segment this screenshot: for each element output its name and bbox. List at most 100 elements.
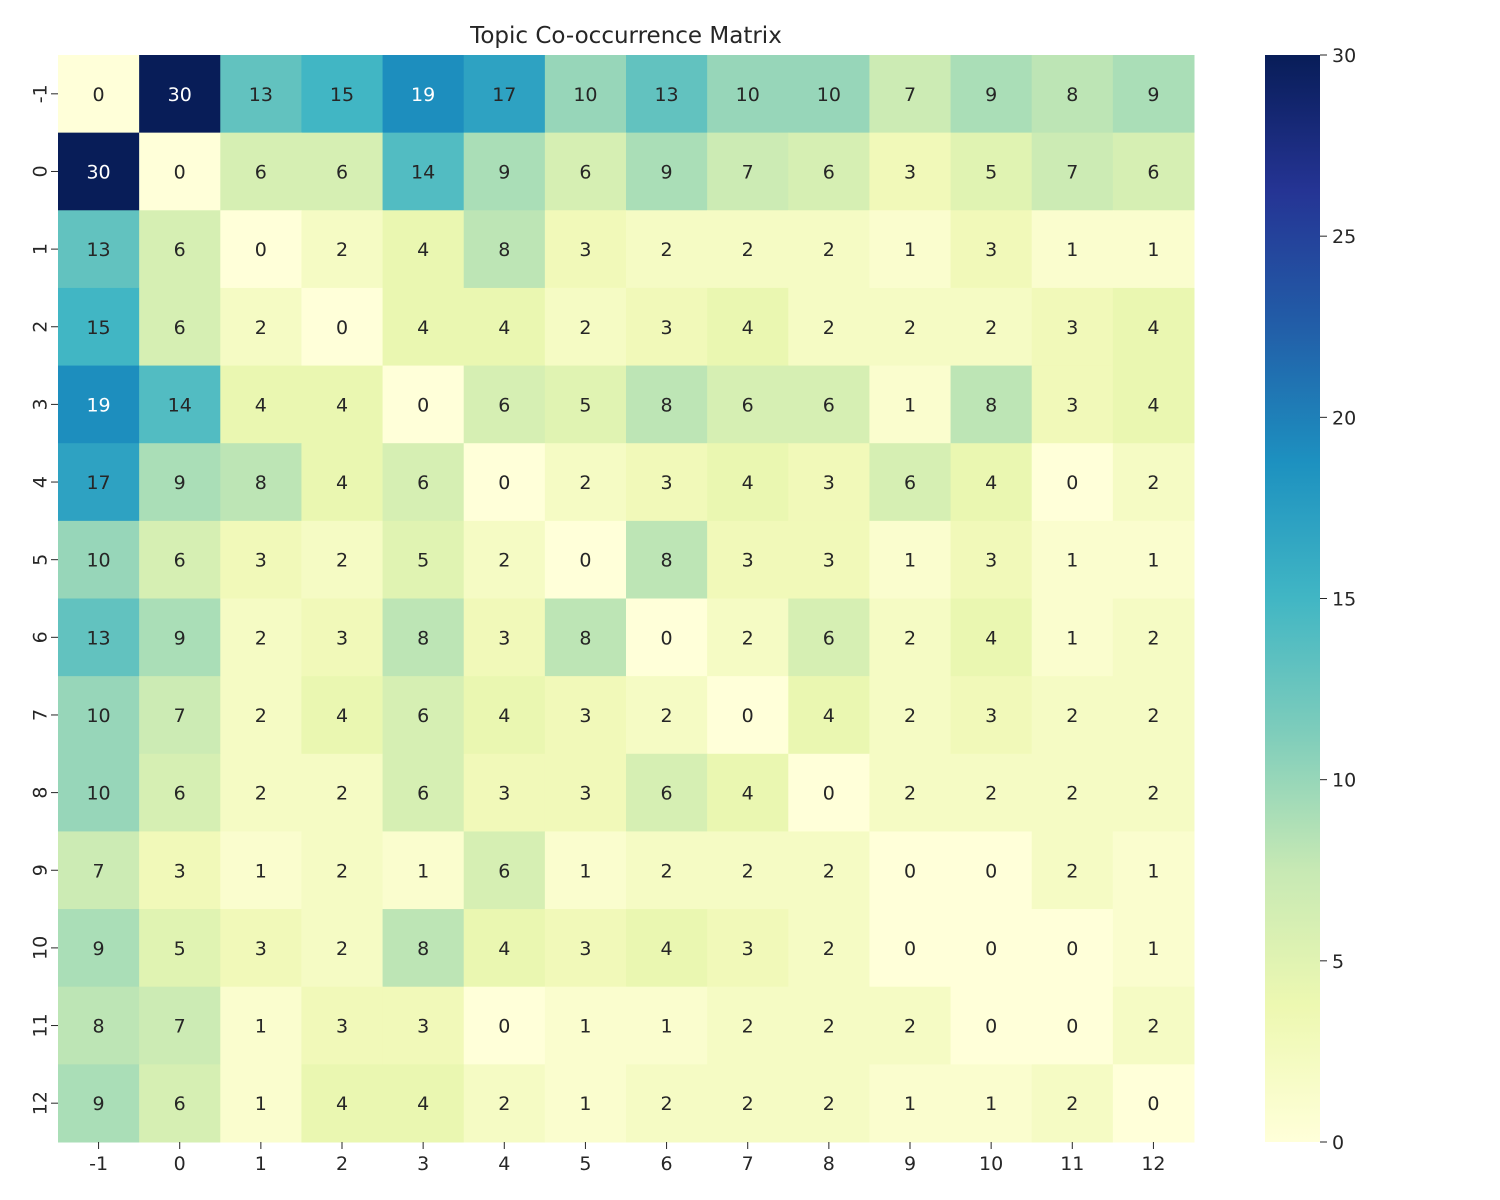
x-tick-label: 1 — [255, 1153, 267, 1175]
heatmap-cell-2-1 — [220, 287, 302, 367]
heatmap-cell-6-6 — [626, 598, 708, 677]
cell-label-2-0: 6 — [174, 317, 186, 339]
cell-label-10-12: 1 — [1147, 938, 1159, 960]
heatmap-cell-5--1 — [58, 520, 140, 599]
cell-label-9-8: 2 — [823, 860, 835, 882]
heatmap-cell-11-7 — [707, 986, 789, 1065]
cell-label-1-10: 3 — [985, 239, 997, 261]
heatmap-cell-4-9 — [869, 443, 952, 522]
heatmap-cell-4--1 — [58, 443, 140, 522]
heatmap-cell-5-3 — [382, 520, 465, 599]
cell-label-7-6: 2 — [661, 705, 673, 727]
heatmap-cell-10-10 — [950, 909, 1033, 988]
heatmap-cell-11-10 — [950, 986, 1033, 1065]
cell-label-5--1: 10 — [86, 550, 110, 572]
cell-label-2--1: 15 — [86, 317, 110, 339]
cell-label-3-4: 6 — [498, 394, 510, 416]
y-tick-label: 4 — [30, 476, 52, 488]
heatmap-cell-3-5 — [544, 365, 627, 444]
cell-label-8-11: 2 — [1066, 783, 1078, 805]
y-tick-label: 7 — [30, 709, 52, 721]
y-tick-label: 10 — [30, 936, 52, 960]
heatmap-cell-11-3 — [382, 986, 465, 1065]
heatmap-cell-10-3 — [382, 909, 465, 988]
heatmap-cell-12-5 — [544, 1064, 627, 1143]
heatmap-cell-11-6 — [626, 986, 708, 1065]
cell-label-2-3: 4 — [417, 317, 429, 339]
heatmap-cell-5-2 — [301, 520, 384, 599]
heatmap-cell-10-8 — [788, 909, 870, 988]
y-tick-label: 11 — [30, 1013, 52, 1037]
cell-label-0-4: 9 — [498, 161, 510, 183]
cell-label-9-0: 3 — [174, 860, 186, 882]
cell-label-11-8: 2 — [823, 1016, 835, 1038]
cell-label-3--1: 19 — [86, 394, 110, 416]
cell-label-4-6: 3 — [661, 472, 673, 494]
cell-label-11-7: 2 — [742, 1016, 754, 1038]
cell-label-1-6: 2 — [661, 239, 673, 261]
heatmap-cell-9-4 — [463, 831, 546, 910]
cell-label-9-6: 2 — [661, 860, 673, 882]
heatmap-cell-10-4 — [463, 909, 546, 988]
cell-label-10-0: 5 — [174, 938, 186, 960]
heatmap-cell-2-4 — [463, 287, 546, 367]
cell-label-5-7: 3 — [742, 550, 754, 572]
heatmap-cell-3-1 — [220, 365, 302, 444]
cell-label-7--1: 10 — [86, 705, 110, 727]
cell-label-1-12: 1 — [1147, 239, 1159, 261]
cell-label-12-1: 1 — [255, 1093, 267, 1115]
heatmap-cell-4-4 — [463, 443, 546, 522]
heatmap-cell-7-1 — [220, 676, 302, 755]
heatmap-cell--1-3 — [382, 55, 465, 134]
cell-label-0-6: 9 — [661, 161, 673, 183]
cell-label-6-9: 2 — [904, 627, 916, 649]
cell-label-10--1: 9 — [93, 938, 105, 960]
cell-label--1-4: 17 — [492, 84, 516, 106]
cell-label-2-9: 2 — [904, 317, 916, 339]
cell-label-7-8: 4 — [823, 705, 835, 727]
heatmap-cell-7-4 — [463, 676, 546, 755]
heatmap-cell-5-12 — [1112, 520, 1195, 599]
cell-label-2-5: 2 — [579, 317, 591, 339]
heatmap-cell-10-6 — [626, 909, 708, 988]
heatmap-cell-9-9 — [869, 831, 952, 910]
heatmap-cell-8-10 — [950, 753, 1033, 832]
cell-label-6-11: 1 — [1066, 627, 1078, 649]
heatmap-cell-1-8 — [788, 210, 870, 289]
cell-label-10-4: 4 — [498, 938, 510, 960]
colorbar-tick-label: 15 — [1332, 589, 1356, 611]
cell-label-1-4: 8 — [498, 239, 510, 261]
x-tick-label: 5 — [579, 1153, 591, 1175]
cell-label-5-12: 1 — [1147, 550, 1159, 572]
heatmap-cell-3-10 — [950, 365, 1033, 444]
heatmap-cell--1-4 — [463, 55, 546, 134]
cell-label-2-2: 0 — [336, 317, 348, 339]
heatmap-cell-1--1 — [58, 210, 140, 289]
cell-label-12-6: 2 — [661, 1093, 673, 1115]
colorbar-tick-label: 30 — [1332, 45, 1356, 67]
cell-label-4-3: 6 — [417, 472, 429, 494]
heatmap-cell-2-7 — [707, 287, 789, 367]
heatmap-cell--1-10 — [950, 55, 1033, 134]
cell-label-11-10: 0 — [985, 1016, 997, 1038]
heatmap-cell-11-2 — [301, 986, 384, 1065]
heatmap-cell-1-12 — [1112, 210, 1195, 289]
x-tick-label: 0 — [174, 1153, 186, 1175]
heatmap-cell-7-7 — [707, 676, 789, 755]
heatmap-cell-4-8 — [788, 443, 870, 522]
x-tick-label: 3 — [417, 1153, 429, 1175]
cell-label-3-9: 1 — [904, 394, 916, 416]
heatmap-cell--1-8 — [788, 55, 870, 134]
cell-label-8-12: 2 — [1147, 783, 1159, 805]
cell-label--1-5: 10 — [573, 84, 597, 106]
cell-label-2-10: 2 — [985, 317, 997, 339]
cell-label-1-7: 2 — [742, 239, 754, 261]
heatmap-cell-11--1 — [58, 986, 140, 1065]
heatmap-cell-10-0 — [139, 909, 221, 988]
heatmap-cell-8-11 — [1031, 753, 1114, 832]
cell-label-11-11: 0 — [1066, 1016, 1078, 1038]
heatmap-cell-12-9 — [869, 1064, 952, 1143]
cell-label-8-1: 2 — [255, 783, 267, 805]
heatmap-cell-3-3 — [382, 365, 465, 444]
